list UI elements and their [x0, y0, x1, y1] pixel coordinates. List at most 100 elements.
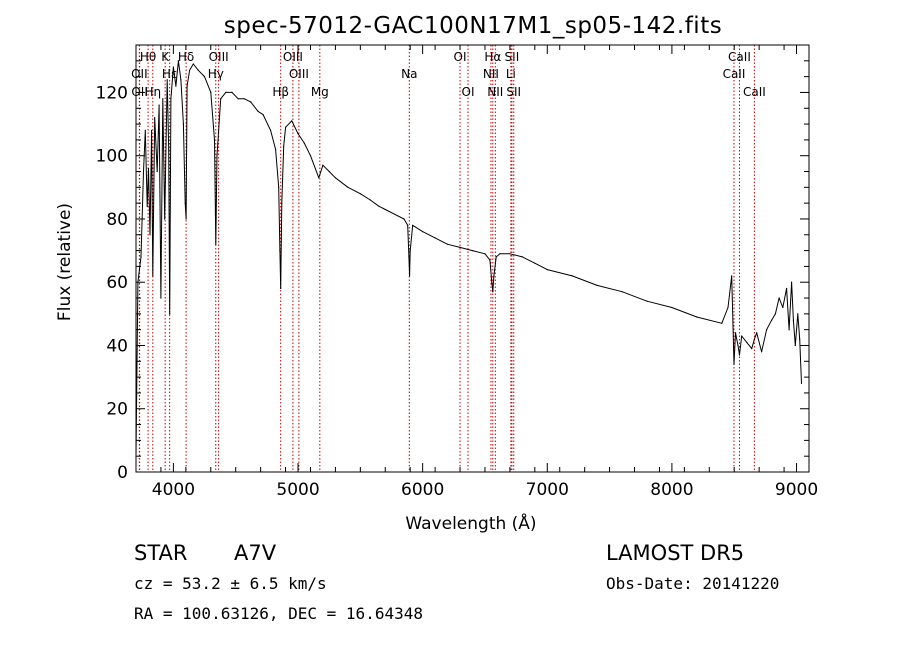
- y-tick-label: 100: [96, 147, 128, 167]
- y-tick-label: 120: [96, 83, 128, 103]
- line-marker-label: Hγ: [208, 67, 224, 81]
- spectrum-point: [243, 98, 245, 100]
- spectrum-point: [170, 98, 172, 100]
- spectrum-point: [177, 60, 179, 62]
- y-axis-ticks: 0 20 40 60 80 100 120: [96, 44, 809, 483]
- spectrum-point: [492, 291, 494, 293]
- spectrum-point: [596, 284, 598, 286]
- spectrum-point: [322, 164, 324, 166]
- line-marker-label: Hη: [145, 85, 162, 99]
- spectrum-point: [778, 297, 780, 299]
- spectrum-point: [753, 338, 756, 340]
- spectrum-point: [197, 69, 199, 71]
- y-tick-label: 20: [106, 400, 128, 420]
- line-marker-label: Mg: [311, 85, 329, 99]
- spectrum-point: [237, 98, 239, 100]
- spectrum-point: [291, 120, 293, 122]
- spectrum-point: [737, 344, 739, 347]
- spectrum-point: [215, 243, 217, 245]
- coordinates: RA = 100.63126, DEC = 16.64348: [134, 604, 423, 623]
- line-marker-label: NII: [487, 85, 503, 99]
- spectrum-point: [484, 253, 486, 255]
- spectrum-point: [192, 63, 194, 65]
- line-marker-label: Hδ: [178, 50, 194, 64]
- spectrum-point: [791, 281, 793, 283]
- spectrum-point: [792, 319, 795, 321]
- spectrum-point: [160, 297, 162, 299]
- spectrum-point: [434, 237, 436, 239]
- spectrum-point: [347, 186, 349, 188]
- plot-frame: [135, 44, 810, 473]
- spectrum-point: [447, 243, 449, 245]
- spectrum-point: [184, 202, 186, 204]
- spectrum-point: [257, 110, 259, 112]
- line-marker-label: CaII: [743, 85, 766, 99]
- spectrum-point: [741, 335, 743, 337]
- spectrum-point: [185, 218, 187, 220]
- spectrum-point: [156, 170, 158, 173]
- line-marker-label: OI: [454, 50, 467, 64]
- spectrum-point: [318, 177, 320, 179]
- spectrum-point: [262, 114, 264, 116]
- spectrum-point: [152, 275, 154, 277]
- spectrum-point: [203, 76, 206, 78]
- spectrum-point: [671, 306, 673, 309]
- spectrum-point: [281, 202, 283, 204]
- spectrum-point: [189, 69, 191, 71]
- spectrum-point: [493, 275, 495, 277]
- spectrum-point: [733, 363, 735, 366]
- line-marker-label: Na: [401, 67, 417, 81]
- spectrum-point: [280, 287, 282, 290]
- spectrum-point: [799, 338, 801, 340]
- spectrum-point: [734, 332, 737, 334]
- spectrum-point: [788, 329, 790, 331]
- spectrum-point: [334, 177, 336, 179]
- spectrum-point: [303, 142, 305, 144]
- spectrum-point: [278, 186, 280, 188]
- spectrum-point: [766, 329, 768, 331]
- spectrum-point: [397, 215, 399, 217]
- spectrum-point: [459, 246, 461, 248]
- line-marker-label: Hβ: [272, 85, 289, 99]
- spectrum-point: [220, 98, 222, 100]
- spectrum-point: [146, 205, 148, 207]
- spectrum-point: [297, 133, 299, 135]
- spectrum-point: [270, 129, 272, 131]
- spectrum-point: [283, 145, 285, 147]
- spectrum-point: [499, 253, 501, 255]
- line-marker-label: Li: [506, 67, 516, 81]
- spectrum-point: [408, 256, 410, 258]
- y-tick-label: 80: [106, 210, 128, 230]
- spectrum-point: [384, 208, 386, 211]
- y-axis-label: Flux (relative): [55, 203, 75, 321]
- spectrum-point: [409, 250, 411, 252]
- line-marker-label: CaII: [723, 67, 746, 81]
- object-class: STAR: [134, 541, 187, 565]
- x-tick-label: 9000: [775, 480, 818, 500]
- spectrum-point: [210, 91, 212, 93]
- spectrum-point: [521, 256, 524, 258]
- spectrum-point: [359, 193, 361, 195]
- spectrum-point: [172, 66, 174, 68]
- line-marker-label: NII: [483, 67, 499, 81]
- spectrum-point: [309, 155, 312, 157]
- spectrum-point: [154, 117, 156, 119]
- spectrum-point: [149, 234, 151, 236]
- spectrum-point: [774, 313, 777, 315]
- spectrum-point: [285, 126, 287, 128]
- spectrum-point: [142, 170, 145, 173]
- spectrum-point: [797, 313, 799, 315]
- line-marker-label: Hα: [484, 50, 501, 64]
- spectrum-point: [751, 348, 753, 350]
- spectrum-line: [135, 60, 802, 457]
- spectrum-point: [738, 354, 741, 356]
- spectrum-point: [250, 101, 252, 103]
- spectrum-point: [409, 275, 411, 277]
- spectrum-point: [721, 322, 723, 324]
- spectrum-point: [151, 129, 153, 131]
- line-marker-label: SII: [506, 85, 521, 99]
- spectrum-point: [746, 341, 748, 343]
- spectrum-point: [422, 231, 424, 233]
